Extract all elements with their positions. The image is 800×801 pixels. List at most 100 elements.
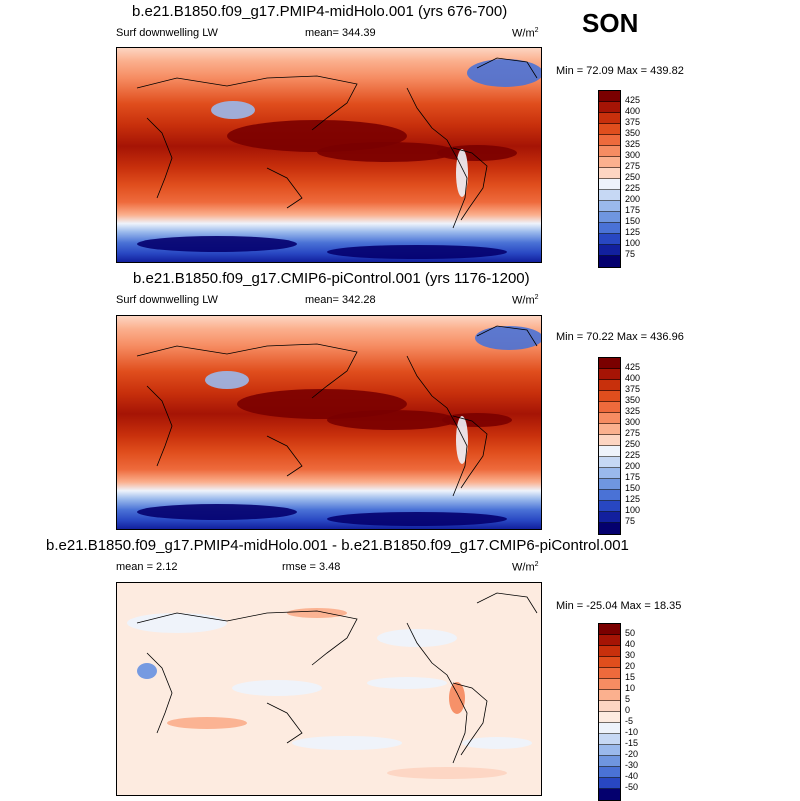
colorbar-tick-label: 300 [625, 150, 641, 160]
colorbar-swatch [599, 168, 620, 179]
colorbar-tick-label: 100 [625, 238, 641, 248]
colorbar-tick-label: 225 [625, 183, 641, 193]
colorbar-tick-label: -50 [625, 782, 639, 792]
colorbar-swatch [599, 358, 620, 369]
colorbar-tick-label: 50 [625, 628, 636, 638]
colorbar-swatch [599, 668, 620, 679]
colorbar-swatch [599, 157, 620, 168]
colorbar-swatch [599, 690, 620, 701]
colorbar-tick-label: 375 [625, 117, 641, 127]
panel-3-map [116, 582, 542, 796]
colorbar-swatch [599, 523, 620, 534]
colorbar-tick-label: 300 [625, 417, 641, 427]
panel-3-title: b.e21.B1850.f09_g17.PMIP4-midHolo.001 - … [46, 537, 629, 554]
season-label: SON [582, 8, 639, 38]
colorbar-swatch [599, 201, 620, 212]
colorbar-swatch [599, 479, 620, 490]
colorbar-swatch [599, 624, 620, 635]
panel-3-units: W/m2 [512, 561, 539, 574]
colorbar-tick-label: -15 [625, 738, 639, 748]
colorbar-swatch [599, 413, 620, 424]
colorbar-swatch [599, 402, 620, 413]
panel-2-title: b.e21.B1850.f09_g17.CMIP6-piControl.001 … [133, 270, 530, 287]
colorbar-tick-label: 350 [625, 128, 641, 138]
colorbar-tick-label: 0 [625, 705, 631, 715]
colorbar-tick-label: -10 [625, 727, 639, 737]
colorbar-swatch [599, 468, 620, 479]
colorbar-tick-label: 150 [625, 216, 641, 226]
colorbar-swatch [599, 512, 620, 523]
colorbar-tick-label: -30 [625, 760, 639, 770]
colorbar-tick-label: 400 [625, 373, 641, 383]
colorbar-swatch [599, 256, 620, 267]
colorbar-swatch [599, 190, 620, 201]
colorbar-swatch [599, 646, 620, 657]
colorbar-tick-label: -40 [625, 771, 639, 781]
colorbar-swatch [599, 657, 620, 668]
colorbar-tick-label: 250 [625, 439, 641, 449]
colorbar-swatch [599, 223, 620, 234]
panel-2-units: W/m2 [512, 294, 539, 307]
panel-1-variable-label: Surf downwelling LW [116, 27, 218, 39]
colorbar-tick-label: 175 [625, 472, 641, 482]
colorbar-tick-label: 225 [625, 450, 641, 460]
colorbar-swatch [599, 102, 620, 113]
colorbar-tick-label: 400 [625, 106, 641, 116]
panel-1-units: W/m2 [512, 27, 539, 40]
colorbar-tick-label: 100 [625, 505, 641, 515]
colorbar-swatch [599, 723, 620, 734]
panel-3-minmax: Min = -25.04 Max = 18.35 [556, 600, 682, 612]
colorbar-swatch [599, 679, 620, 690]
panel-2-variable-label: Surf downwelling LW [116, 294, 218, 306]
colorbar-swatch [599, 712, 620, 723]
colorbar-swatch [599, 734, 620, 745]
colorbar-tick-label: 75 [625, 516, 636, 526]
panel-1-title: b.e21.B1850.f09_g17.PMIP4-midHolo.001 (y… [132, 3, 508, 20]
colorbar-tick-label: 425 [625, 362, 641, 372]
panel-3-mean-label: mean = 2.12 [116, 561, 178, 573]
panel-2-colorbar [598, 357, 621, 535]
colorbar-swatch [599, 234, 620, 245]
panel-3-map-field [117, 583, 541, 795]
colorbar-swatch [599, 745, 620, 756]
panel-1-map [116, 47, 542, 263]
colorbar-tick-label: 125 [625, 494, 641, 504]
colorbar-swatch [599, 767, 620, 778]
colorbar-tick-label: 5 [625, 694, 631, 704]
colorbar-tick-label: 275 [625, 161, 641, 171]
colorbar-swatch [599, 113, 620, 124]
panel-1-mean-label: mean= 344.39 [305, 27, 376, 39]
colorbar-swatch [599, 135, 620, 146]
colorbar-swatch [599, 756, 620, 767]
colorbar-swatch [599, 424, 620, 435]
colorbar-swatch [599, 635, 620, 646]
colorbar-swatch [599, 789, 620, 800]
colorbar-swatch [599, 146, 620, 157]
colorbar-tick-label: 250 [625, 172, 641, 182]
colorbar-tick-label: 325 [625, 406, 641, 416]
colorbar-swatch [599, 391, 620, 402]
colorbar-swatch [599, 490, 620, 501]
colorbar-swatch [599, 369, 620, 380]
colorbar-swatch [599, 212, 620, 223]
panel-1-map-field [117, 48, 541, 262]
colorbar-swatch [599, 91, 620, 102]
colorbar-swatch [599, 701, 620, 712]
colorbar-tick-label: 20 [625, 661, 636, 671]
panel-2-minmax: Min = 70.22 Max = 436.96 [556, 331, 684, 343]
panel-2-mean-label: mean= 342.28 [305, 294, 376, 306]
panel-1-colorbar [598, 90, 621, 268]
colorbar-swatch [599, 778, 620, 789]
colorbar-tick-label: -5 [625, 716, 634, 726]
colorbar-tick-label: 125 [625, 227, 641, 237]
colorbar-swatch [599, 446, 620, 457]
colorbar-tick-label: 275 [625, 428, 641, 438]
panel-3-rmse-label: rmse = 3.48 [282, 561, 341, 573]
colorbar-tick-label: 150 [625, 483, 641, 493]
colorbar-swatch [599, 124, 620, 135]
colorbar-swatch [599, 501, 620, 512]
colorbar-tick-label: 350 [625, 395, 641, 405]
colorbar-tick-label: 75 [625, 249, 636, 259]
colorbar-swatch [599, 380, 620, 391]
colorbar-tick-label: 40 [625, 639, 636, 649]
